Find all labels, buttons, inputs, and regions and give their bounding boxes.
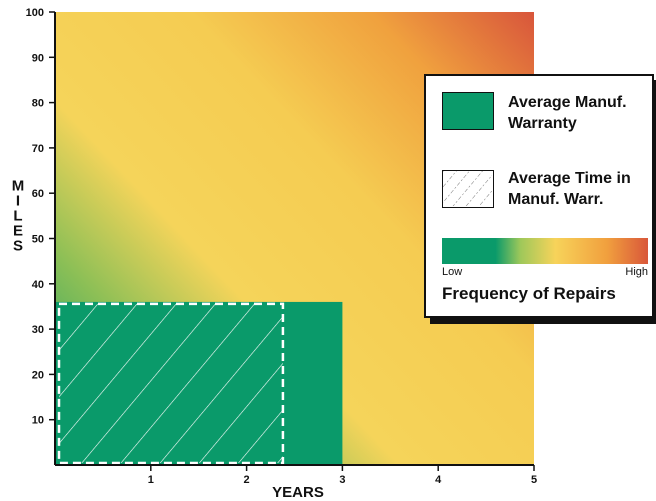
time-in-warranty-hatch [59,303,283,463]
y-tick-label: 60 [32,188,44,200]
y-tick-label: 90 [32,52,44,64]
y-tick-label: 80 [32,98,44,110]
x-tick-label: 4 [435,474,442,486]
x-axis-title: YEARS [272,484,324,501]
x-tick-label: 1 [148,474,154,486]
y-tick-label: 10 [32,415,44,427]
y-tick-label: 100 [26,7,44,19]
scale-low-label: Low [442,266,463,278]
legend-swatch-warranty [442,92,494,130]
x-tick-label: 3 [339,474,345,486]
legend-label-warranty: Average Manuf. Warranty [508,94,627,132]
legend-swatch-time-in-warranty [442,170,494,208]
scale-high-label: High [625,266,648,278]
y-tick-label: 20 [32,369,44,381]
y-tick-label: 30 [32,324,44,336]
legend: Average Manuf. Warranty Average Time in … [424,74,654,318]
y-tick-label: 50 [32,234,44,246]
x-tick-label: 5 [531,474,537,486]
time-in-warranty-outline [57,302,285,465]
y-tick-label: 70 [32,143,44,155]
scale-title: Frequency of Repairs [442,284,616,303]
y-axis-title: MILES [10,178,27,253]
frequency-scale-bar [442,238,648,264]
x-tick-label: 2 [244,474,250,486]
legend-label-time-in-warranty: Average Time in Manuf. Warr. [508,170,631,208]
y-tick-label: 40 [32,279,44,291]
